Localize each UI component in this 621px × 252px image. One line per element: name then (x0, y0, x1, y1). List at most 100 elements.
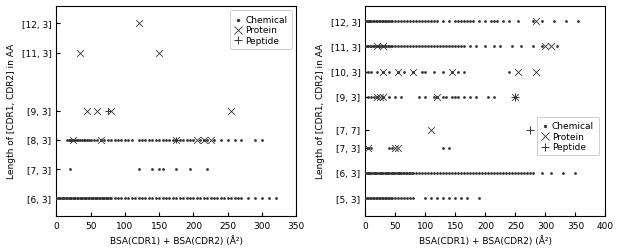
Chemical (427, 196, 437, 200)
Point (86, 138, 96, 142)
Chemical (63, 197, 73, 201)
Chemical (363, 196, 373, 200)
Point (496, 45, 505, 49)
Point (375, 171, 385, 175)
Point (378, 45, 388, 49)
Point (481, 20, 491, 24)
Chemical (366, 196, 376, 200)
Point (546, 45, 556, 49)
Point (368, 20, 378, 24)
Chemical (209, 197, 219, 201)
Point (65, 138, 75, 142)
Point (373, 20, 383, 24)
Point (409, 70, 419, 74)
Point (492, 20, 502, 24)
Point (435, 171, 445, 175)
Point (378, 70, 388, 74)
Legend: Chemical, Protein, Peptide: Chemical, Protein, Peptide (537, 117, 599, 156)
Point (378, 96, 388, 100)
Point (420, 96, 430, 100)
Point (99, 138, 109, 142)
Chemical (69, 197, 79, 201)
Protein (394, 146, 404, 150)
Point (450, 171, 460, 175)
Chemical (185, 197, 195, 201)
Point (379, 45, 389, 49)
Point (420, 171, 430, 175)
Point (384, 20, 394, 24)
Point (463, 20, 473, 24)
Point (502, 171, 512, 175)
Point (450, 20, 460, 24)
Point (75, 51, 85, 55)
Point (406, 45, 415, 49)
Point (250, 138, 260, 142)
Point (73, 138, 83, 142)
Point (445, 20, 455, 24)
Point (96, 138, 106, 142)
Point (377, 20, 387, 24)
Point (361, 45, 371, 49)
Point (409, 45, 419, 49)
Chemical (243, 197, 253, 201)
Chemical (78, 197, 88, 201)
Point (499, 20, 509, 24)
Point (377, 45, 387, 49)
Point (474, 20, 484, 24)
Chemical (62, 197, 72, 201)
Point (82, 138, 92, 142)
Point (376, 171, 386, 175)
Point (442, 45, 451, 49)
Y-axis label: Length of [CDR1, CDR2] in AA: Length of [CDR1, CDR2] in AA (7, 44, 16, 179)
Point (378, 45, 388, 49)
Point (63, 138, 73, 142)
Chemical (66, 197, 76, 201)
Point (399, 171, 409, 175)
Point (369, 20, 379, 24)
Point (430, 45, 440, 49)
Point (412, 20, 422, 24)
Point (394, 171, 404, 175)
Point (399, 45, 409, 49)
Point (445, 45, 455, 49)
Point (427, 45, 437, 49)
Chemical (206, 197, 215, 201)
Chemical (178, 197, 188, 201)
Point (546, 171, 556, 175)
Point (484, 96, 494, 100)
Chemical (368, 196, 378, 200)
Point (368, 45, 378, 49)
Point (366, 171, 376, 175)
Chemical (73, 197, 83, 201)
Point (82, 109, 92, 113)
Point (520, 171, 530, 175)
Point (414, 96, 424, 100)
Point (223, 138, 233, 142)
Point (366, 146, 376, 150)
Point (365, 171, 375, 175)
Point (438, 146, 448, 150)
Point (468, 171, 478, 175)
Chemical (57, 197, 66, 201)
Point (486, 171, 496, 175)
Point (394, 70, 404, 74)
Chemical (53, 197, 63, 201)
Point (409, 20, 419, 24)
Chemical (101, 197, 111, 201)
Chemical (181, 197, 191, 201)
Point (373, 171, 383, 175)
Point (388, 171, 398, 175)
Point (496, 171, 505, 175)
Chemical (216, 197, 226, 201)
Point (517, 45, 527, 49)
Point (84, 138, 94, 142)
Point (386, 171, 396, 175)
Chemical (140, 197, 150, 201)
Point (202, 138, 212, 142)
Point (550, 20, 560, 24)
Point (399, 70, 409, 74)
Point (381, 20, 391, 24)
Protein (206, 138, 215, 142)
Point (376, 45, 386, 49)
Chemical (102, 197, 112, 201)
